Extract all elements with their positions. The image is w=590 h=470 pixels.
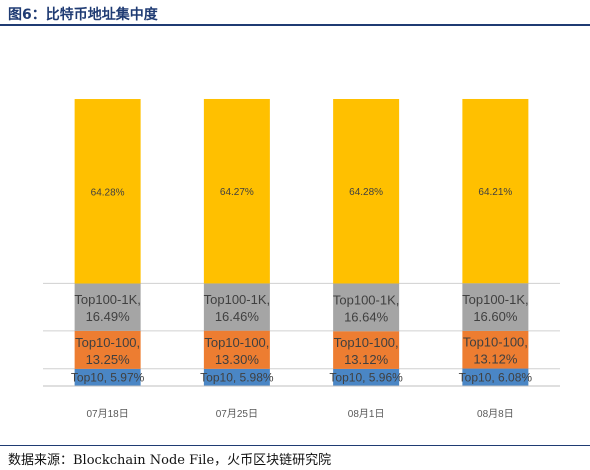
bar-segment-top100-1k [333,283,400,332]
x-tick-label: 07月25日 [216,408,258,420]
data-label: Top10, 6.08% [459,370,533,384]
data-source-note: 数据来源：Blockchain Node File，火币区块链研究院 [8,453,332,468]
data-label: Top100-1K, [74,292,141,307]
data-label: 64.27% [220,187,254,198]
data-label: 13.12% [473,352,518,367]
data-label: Top100-1K, [462,292,529,307]
figure-title: 图6：比特币地址集中度 [8,7,158,23]
data-label: Top10-100, [204,335,269,350]
data-label: Top10-100, [75,335,140,350]
bar-segment-top10-100 [462,330,529,369]
x-tick-label: 08月8日 [477,408,514,420]
data-label: Top10-100, [463,335,528,350]
data-label: 64.21% [478,187,512,198]
stacked-bar-chart: Top10, 5.97% Top10-100, 13.25% Top100-1K, 16… [43,98,560,420]
data-label: 13.30% [215,352,260,367]
data-label: 64.28% [349,187,383,198]
bar-segment-top10 [462,368,529,386]
source-rule [0,445,590,446]
bar-segment-top10 [203,368,270,386]
bar-segment-top10-100 [74,330,141,369]
bar-segment-top10 [74,368,141,386]
data-label: 16.60% [473,309,518,324]
bar-segment-top10-100 [203,330,270,369]
bar-segment-top100-1k [203,283,270,331]
data-label: Top10, 5.98% [200,370,274,384]
bar-segment-remainder [74,99,141,284]
data-label: 64.28% [91,187,125,198]
title-rule [0,24,590,26]
bar-segment-top100-1k [74,283,141,331]
data-label: 16.46% [215,309,260,324]
data-label: 16.64% [344,309,389,324]
data-label: Top100-1K, [333,292,400,307]
x-tick-label: 08月1日 [348,408,385,420]
data-label: Top10, 5.96% [329,370,403,384]
bar-segment-remainder [203,98,270,284]
data-label: Top10, 5.97% [71,370,145,384]
bar-segment-remainder [333,99,400,284]
bar-segment-top100-1k [462,283,529,331]
bar-segment-top10-100 [333,331,400,369]
data-label: 16.49% [86,309,131,324]
x-tick-label: 07月18日 [87,408,129,420]
bar-segment-remainder [462,98,529,284]
data-label: 13.25% [86,352,131,367]
data-label: Top100-1K, [204,292,271,307]
data-label: Top10-100, [334,335,399,350]
data-label: 13.12% [344,352,389,367]
bar-segment-top10 [333,368,400,386]
